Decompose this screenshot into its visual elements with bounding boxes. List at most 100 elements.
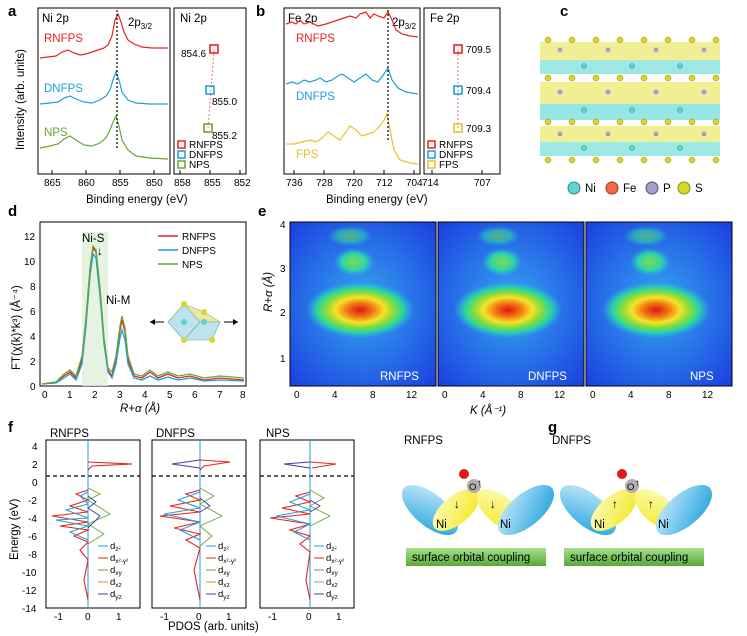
panel-g-bar-left: surface orbital coupling	[412, 552, 530, 564]
panel-a-label-dnfps: DNFPS	[44, 83, 83, 95]
panel-f-ylabel: Energy (eV)	[9, 498, 21, 560]
panel-f-legend-rnfps-2: dxy	[110, 565, 123, 577]
panel-f-xtick-0: -1	[54, 612, 63, 623]
panel-g-title-rnfps: RNFPS	[404, 435, 443, 447]
panel-g-spin-right-1: ↑	[612, 499, 618, 511]
panel-g: RNFPS DNFPS Ni Ni ↓ ↓ O ↑ surface orbita…	[401, 435, 713, 566]
panel-d-curve-dnfps	[41, 252, 245, 385]
panel-f-xtick-8: 1	[336, 612, 342, 623]
panel-f-xtick-4: 0	[196, 612, 202, 623]
panel-f-ytick-1: 2	[32, 460, 38, 471]
panel-b-label-dnfps: DNFPS	[296, 91, 335, 103]
panel-a-xlabel: Binding energy (eV)	[86, 194, 188, 206]
panel-f-ytick-5: -6	[28, 532, 37, 543]
panel-f-legend-rnfps-1: dx²-y²	[110, 553, 129, 565]
panel-a-curve-nps	[39, 114, 169, 160]
panel-d-peak2-label: Ni-M	[106, 295, 130, 307]
panel-b-inset-value-fps: 709.3	[466, 124, 491, 135]
panel-g-ni-right-2: Ni	[658, 519, 669, 531]
panel-a-inset-xtick-2: 852	[234, 178, 251, 189]
panel-b-inset-value-rnfps: 709.5	[466, 45, 491, 56]
panel-b-inset-value-dnfps: 709.4	[466, 86, 491, 97]
panel-g-o-left: O	[469, 482, 476, 493]
panel-c-structure	[540, 36, 720, 164]
panel-label-e: e	[258, 203, 266, 220]
panel-c-legend-ni: Ni	[585, 183, 596, 195]
panel-c-legend-p: P	[663, 183, 671, 195]
panel-f-legend-dnfps-0: dz²	[218, 541, 230, 553]
panel-a-xtick-3: 850	[146, 178, 163, 189]
panel-a-inset-legend-2: NPS	[189, 160, 210, 171]
panel-f-plot-rnfps: RNFPS -1 0 1 dz² dx²-y² dxy dxz dyz	[45, 428, 141, 623]
panel-e-label-dnfps: DNFPS	[528, 371, 567, 383]
panel-f-xlabel: PDOS (arb. units)	[168, 621, 259, 633]
panel-g-ni-right-1: Ni	[594, 519, 605, 531]
panel-b-xtick-1: 728	[316, 178, 333, 189]
panel-e-xtick-4: 0	[442, 390, 448, 401]
panel-a-xtick-0: 865	[44, 178, 61, 189]
panel-f-legend-dnfps-3: dxz	[218, 577, 230, 589]
panel-d-structure-icon	[150, 301, 238, 343]
panel-f: Energy (eV) PDOS (arb. units) 4 2 0 -2 -…	[9, 428, 355, 633]
panel-c-legend-s: S	[695, 183, 703, 195]
panel-e-xtick-1: 4	[332, 390, 338, 401]
panel-a-inset-point-nps	[203, 123, 213, 133]
panel-f-ytick-9: -14	[22, 604, 37, 615]
panel-e-xtick-3: 12	[406, 390, 418, 401]
panel-f-legend-nps: dz² dx²-y² dxy dxz dyz	[314, 541, 345, 601]
panel-d-ytick-4: 8	[30, 282, 36, 293]
panel-label-d: d	[8, 203, 17, 220]
panel-d-xtick-4: 4	[142, 390, 148, 401]
panel-g-ni-left-1: Ni	[436, 519, 447, 531]
panel-a-xticks: 865 860 855 850	[44, 170, 163, 189]
panel-e-ylabel: R+α (Å)	[262, 272, 275, 312]
panel-a-inset-value-nps: 855.2	[212, 131, 237, 142]
panel-f-xtick-3: -1	[160, 612, 169, 623]
panel-d-ytick-3: 6	[30, 307, 36, 318]
panel-e-xtick-5: 4	[480, 390, 486, 401]
panel-a-peak-label: 2p3/2	[128, 17, 152, 31]
panel-d-ytick-6: 12	[24, 232, 36, 243]
panel-f-yticks: 4 2 0 -2 -4 -6 -8 -10 -12 -14	[22, 442, 38, 615]
panel-d-xtick-2: 2	[92, 390, 98, 401]
panel-b-inset-legend-0: RNFPS	[439, 140, 473, 151]
panel-f-legend-nps-1: dx²-y²	[326, 553, 345, 565]
panel-b-inset-legend-1: DNFPS	[439, 150, 473, 161]
panel-b-curve-rnfps	[285, 10, 419, 38]
panel-f-ytick-4: -4	[28, 514, 37, 525]
panel-a-inset-value-rnfps: 854.6	[181, 49, 206, 60]
panel-b-xtick-3: 712	[376, 178, 393, 189]
panel-d-ylabel: FT(χ(k)*k³) (Å⁻⁴)	[10, 285, 23, 370]
panel-b: Fe 2p 2p3/2 Binding energy (eV) 736 728 …	[283, 7, 428, 206]
panel-a-curve-rnfps	[39, 12, 168, 59]
panel-label-a: a	[8, 3, 17, 20]
panel-a-inset-title: Ni 2p	[180, 13, 207, 25]
panel-f-legend-nps-0: dz²	[326, 541, 338, 553]
panel-a-frame	[37, 7, 171, 175]
panel-f-ytick-6: -8	[28, 550, 37, 561]
panel-d-legend-1: DNFPS	[182, 246, 216, 257]
panel-a-label-rnfps: RNFPS	[44, 33, 83, 45]
panel-f-ytick-0: 4	[32, 442, 38, 453]
panel-b-inset: Fe 2p 714 707 709.5 709.4 709.3 RNFPS DN…	[422, 7, 501, 189]
panel-e-xtick-6: 8	[518, 390, 524, 401]
panel-g-spin-left-1: ↓	[454, 499, 460, 511]
panel-d-xtick-7: 7	[217, 390, 223, 401]
panel-b-inset-point-fps	[453, 123, 463, 133]
panel-e-label-rnfps: RNFPS	[380, 371, 419, 383]
panel-f-xtick-7: 0	[306, 612, 312, 623]
panel-e: R+α (Å) K (Å⁻¹) 1 2 3 4 RNFPS DNFPS NPS …	[262, 220, 733, 417]
panel-f-title-dnfps: DNFPS	[156, 428, 195, 440]
panel-label-f: f	[8, 419, 14, 436]
panel-e-xticks: 0 4 8 12 0 4 8 12 0 4 8 12	[294, 390, 714, 401]
panel-f-legend-dnfps-4: dyz	[218, 589, 230, 601]
panel-d-curve-rnfps	[41, 246, 245, 385]
panel-label-b: b	[256, 3, 265, 20]
panel-g-spin-left-2: ↓	[490, 499, 496, 511]
panel-d-ytick-1: 2	[30, 357, 36, 368]
panel-g-scheme-rnfps: Ni Ni ↓ ↓ O ↑ surface orbital coupling	[401, 469, 555, 566]
panel-f-xtick-2: 1	[116, 612, 122, 623]
panel-d-xtick-3: 3	[117, 390, 123, 401]
panel-a-inset-point-dnfps	[205, 85, 215, 95]
panel-f-xtick-1: 0	[85, 612, 91, 623]
